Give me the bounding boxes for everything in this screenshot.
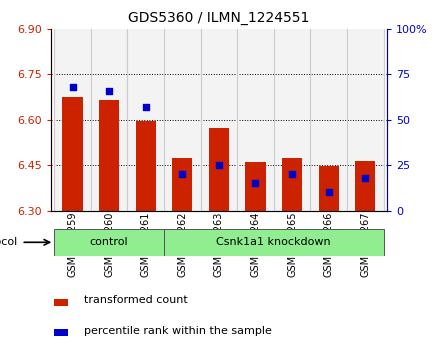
- Bar: [172, 158, 192, 211]
- Bar: [54, 330, 68, 336]
- Point: [179, 171, 186, 177]
- Bar: [54, 229, 164, 256]
- Bar: [99, 101, 119, 211]
- Bar: [62, 97, 83, 211]
- Bar: [54, 299, 68, 306]
- Bar: [54, 29, 91, 211]
- Text: percentile rank within the sample: percentile rank within the sample: [84, 326, 272, 335]
- Text: control: control: [90, 237, 128, 247]
- Bar: [201, 29, 237, 211]
- Bar: [209, 128, 229, 211]
- Bar: [347, 29, 384, 211]
- Bar: [246, 162, 266, 211]
- Bar: [237, 29, 274, 211]
- Title: GDS5360 / ILMN_1224551: GDS5360 / ILMN_1224551: [128, 11, 310, 25]
- Point: [252, 180, 259, 186]
- Bar: [319, 166, 339, 211]
- Bar: [164, 229, 384, 256]
- Text: Csnk1a1 knockdown: Csnk1a1 knockdown: [216, 237, 331, 247]
- Bar: [355, 161, 375, 211]
- Point: [325, 189, 332, 195]
- Point: [216, 162, 223, 168]
- Bar: [91, 29, 128, 211]
- Bar: [164, 29, 201, 211]
- Bar: [282, 158, 302, 211]
- Point: [362, 175, 369, 181]
- Point: [142, 104, 149, 110]
- Text: protocol: protocol: [0, 237, 18, 247]
- Bar: [128, 29, 164, 211]
- Bar: [274, 29, 310, 211]
- Point: [289, 171, 296, 177]
- Point: [106, 88, 113, 94]
- Point: [69, 84, 76, 90]
- Bar: [310, 29, 347, 211]
- Text: transformed count: transformed count: [84, 295, 188, 305]
- Bar: [136, 121, 156, 211]
